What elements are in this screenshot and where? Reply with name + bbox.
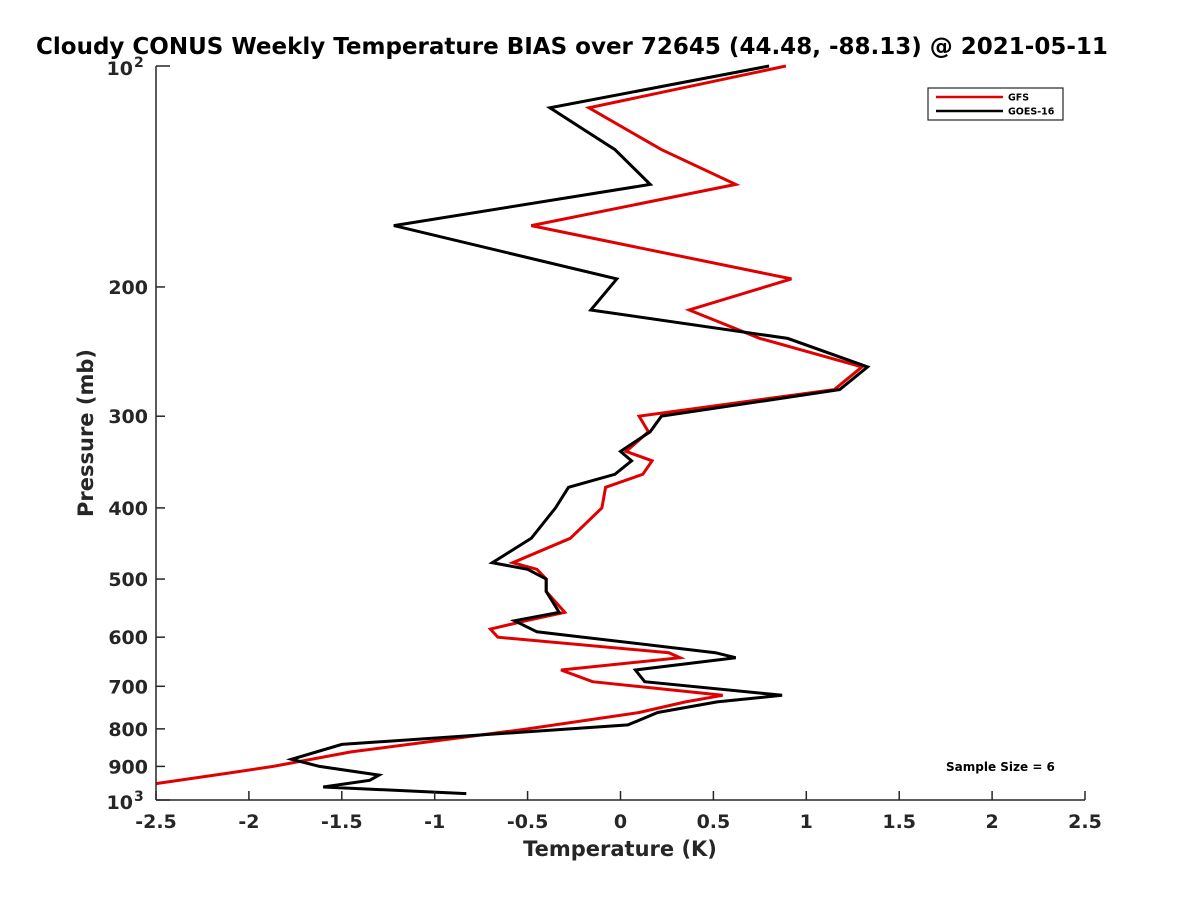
- y-tick-label: 600: [108, 627, 148, 649]
- x-axis-label: Temperature (K): [523, 837, 717, 861]
- x-tick-label: 2: [985, 811, 998, 833]
- y-tick-label: 500: [108, 569, 148, 591]
- series-line-goes-16: [285, 64, 871, 796]
- y-axis-label: Pressure (mb): [74, 349, 98, 517]
- x-tick-label: -2.5: [135, 811, 177, 833]
- y-tick-label: 800: [108, 719, 148, 741]
- legend: GFS GOES-16: [927, 87, 1064, 121]
- legend-box: [927, 87, 1064, 121]
- y-tick-label: 400: [108, 498, 148, 520]
- chart-title: Cloudy CONUS Weekly Temperature BIAS ove…: [36, 34, 1108, 60]
- x-tick-label: 1: [800, 811, 813, 833]
- legend-label-goes16: GOES-16: [1008, 107, 1055, 118]
- x-tick-label: -2: [238, 811, 259, 833]
- legend-label-gfs: GFS: [1008, 93, 1029, 104]
- y-decade-exponent: 3: [134, 789, 144, 805]
- sample-size-annotation: Sample Size = 6: [946, 760, 1055, 774]
- x-tick-label: -0.5: [507, 811, 549, 833]
- y-tick-label: 900: [108, 756, 148, 778]
- y-decade-label: 10: [107, 58, 133, 80]
- y-tick-label: 200: [108, 277, 148, 299]
- x-tick-label: 0: [614, 811, 627, 833]
- x-tick-label: 0.5: [697, 811, 731, 833]
- series-layer: [155, 64, 871, 796]
- series-line-gfs: [155, 64, 866, 786]
- y-tick-label: 300: [108, 406, 148, 428]
- x-tick-label: 2.5: [1068, 811, 1102, 833]
- y-decade-label: 10: [107, 792, 133, 814]
- x-tick-label: -1.5: [321, 811, 363, 833]
- x-axis-ticks: -2.5 -2 -1.5 -1 -0.5 0 0.5 1 1.5 2 2.5: [135, 791, 1102, 833]
- y-tick-label: 700: [108, 676, 148, 698]
- x-tick-label: -1: [424, 811, 445, 833]
- y-decade-exponent: 2: [134, 55, 144, 71]
- x-tick-label: 1.5: [882, 811, 916, 833]
